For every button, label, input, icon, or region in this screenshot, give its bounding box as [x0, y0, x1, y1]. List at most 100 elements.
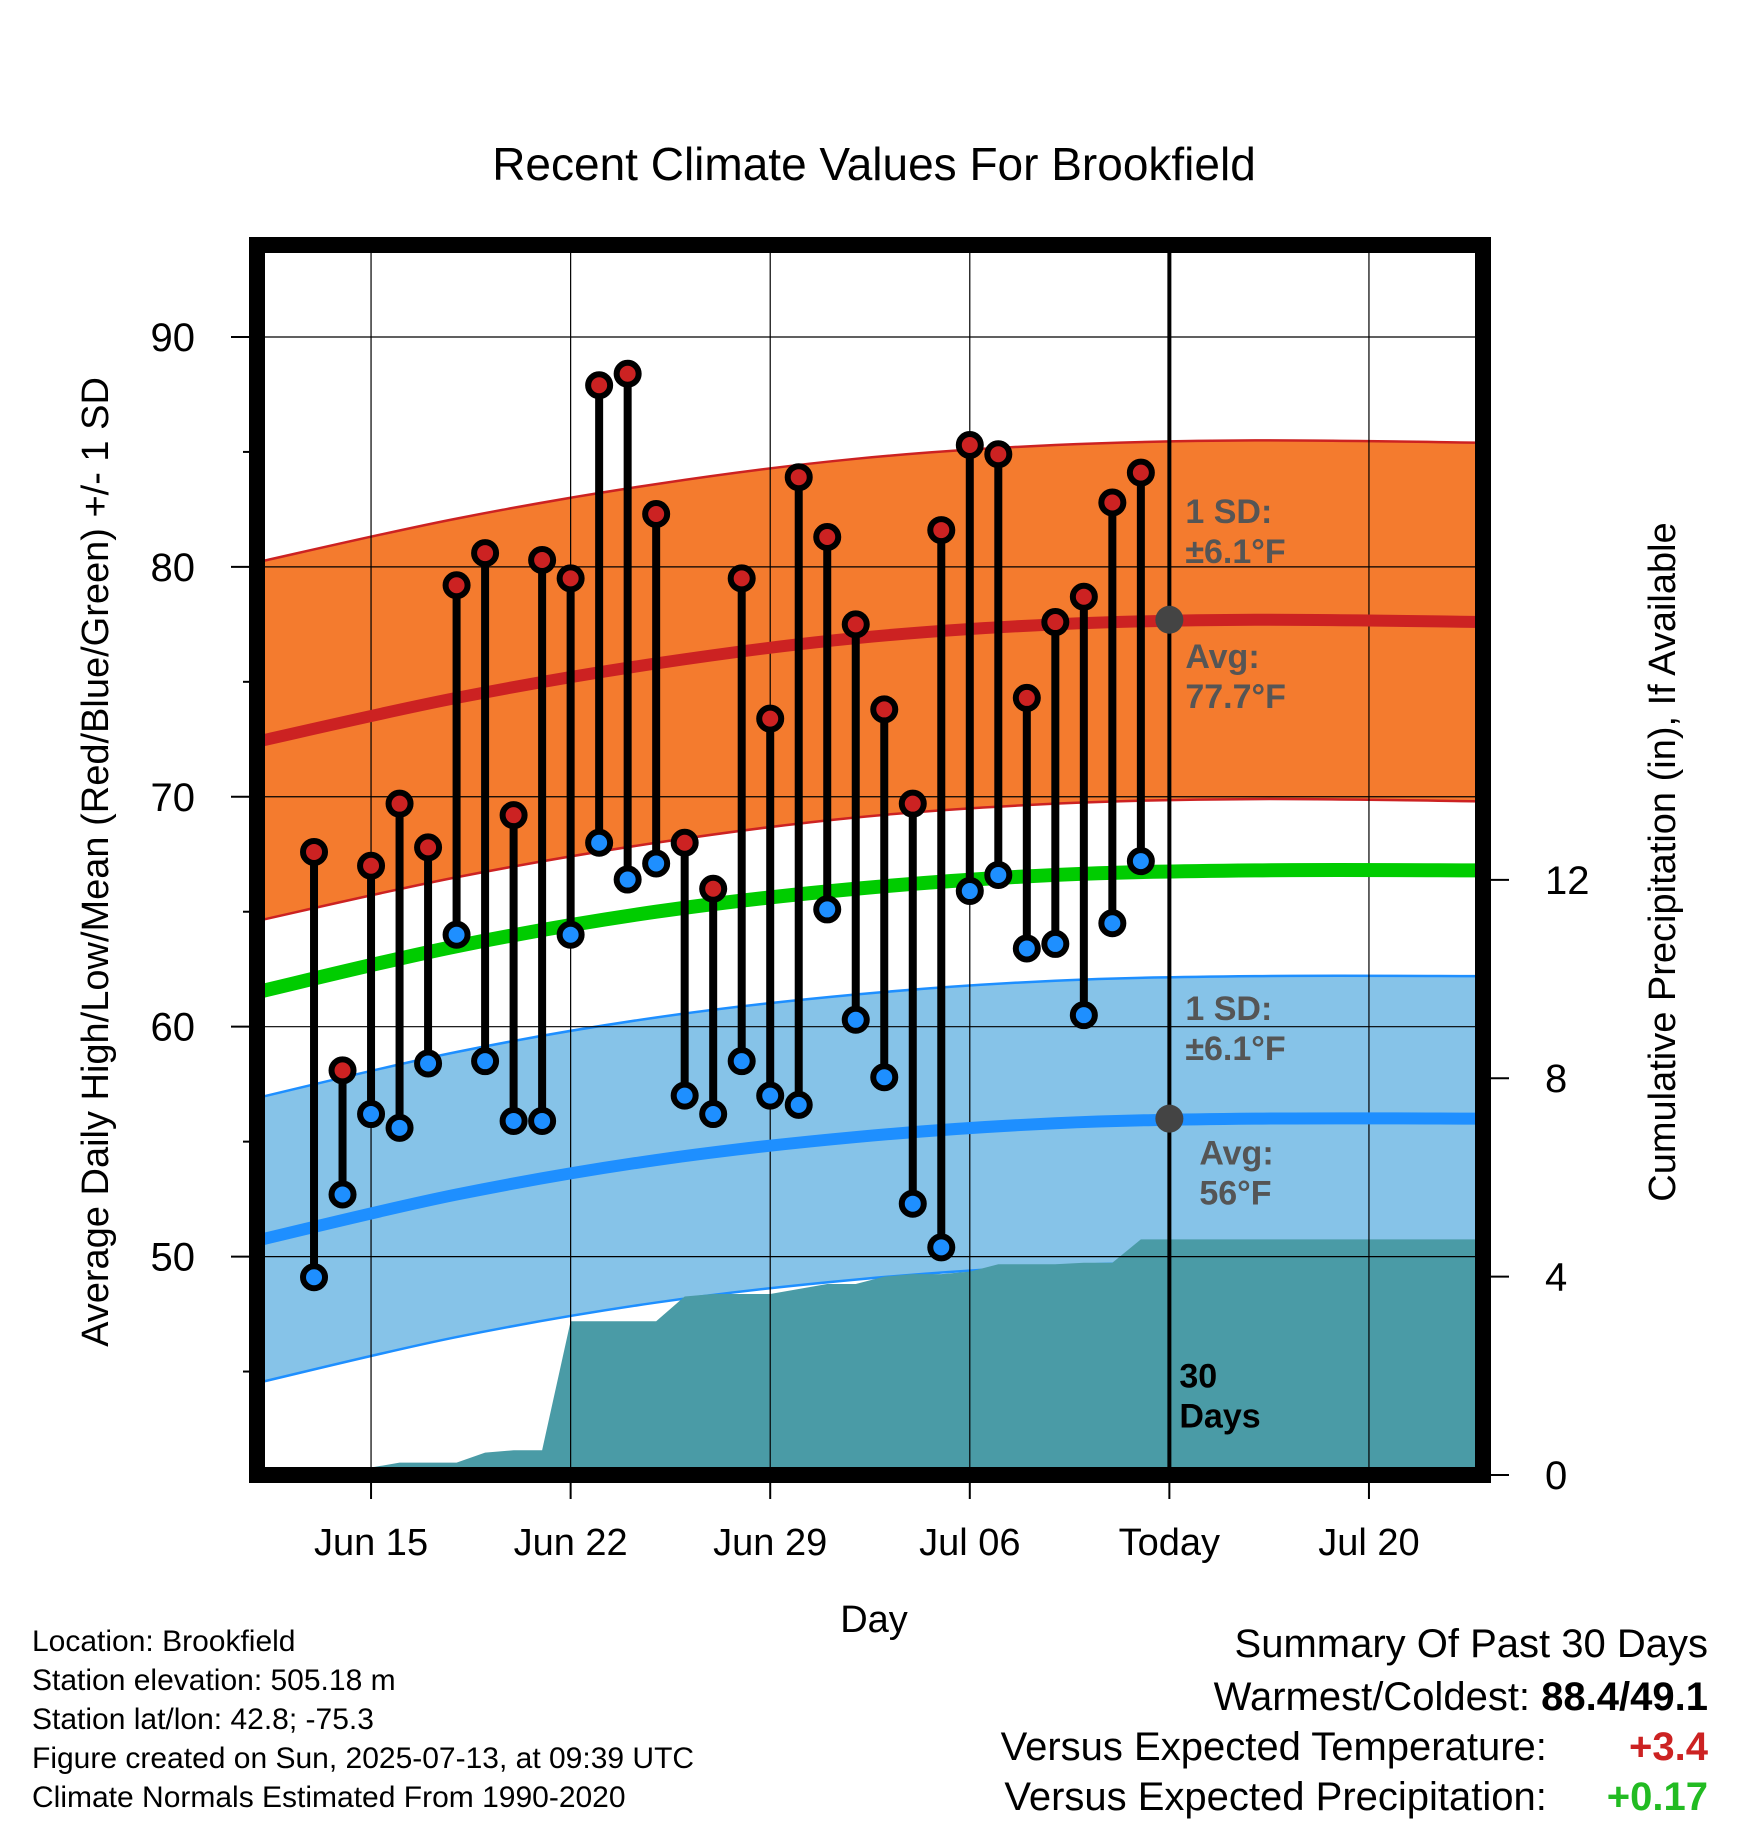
daily-high-marker	[414, 833, 443, 862]
y2-tick-label: 4	[1545, 1256, 1567, 1300]
daily-high-marker	[898, 789, 927, 818]
daily-high-marker	[670, 828, 699, 857]
y2-tick-label: 12	[1545, 859, 1590, 903]
daily-high-marker	[499, 801, 528, 830]
low-normal-line	[257, 1112, 1483, 1247]
daily-low-marker	[556, 920, 585, 949]
daily-low-marker	[898, 1189, 927, 1218]
plot-area: 1 SD: ±6.1°F Avg: 77.7°F 1 SD: ±6.1°F Avg: 56°F…	[151, 237, 1590, 1564]
warmest-coldest-value: 88.4/49.1	[1541, 1675, 1708, 1719]
period-annotation: 30 Days	[1179, 1358, 1260, 1436]
daily-high-marker	[1098, 488, 1127, 517]
location-text: Location: Brookfield	[32, 1625, 296, 1658]
daily-low-marker	[414, 1049, 443, 1078]
daily-low-marker	[1126, 847, 1155, 876]
daily-high-marker	[528, 545, 557, 574]
today-high-normal-marker	[1155, 605, 1184, 634]
daily-low-marker	[585, 828, 614, 857]
plot-frame	[249, 237, 1491, 1483]
daily-low-marker	[642, 849, 671, 878]
plot-interior: 1 SD: ±6.1°F Avg: 77.7°F 1 SD: ±6.1°F Avg: 56°F…	[257, 245, 1483, 1475]
daily-low-marker	[1069, 1001, 1098, 1030]
y-tick-label: 60	[151, 1006, 196, 1050]
daily-low-marker	[670, 1081, 699, 1110]
daily-high-marker	[784, 463, 813, 492]
daily-high-marker	[727, 564, 756, 593]
daily-low-marker	[927, 1233, 956, 1262]
daily-low-marker	[699, 1100, 728, 1129]
daily-high-marker	[756, 704, 785, 733]
daily-high-marker	[585, 371, 614, 400]
normals-period-text: Climate Normals Estimated From 1990-2020	[32, 1781, 626, 1814]
daily-high-marker	[699, 874, 728, 903]
precip-anomaly-label: Versus Expected Precipitation:	[1004, 1775, 1547, 1819]
x-tick-label: Today	[1119, 1522, 1220, 1564]
x-axis: Jun 15 Jun 22 Jun 29 Jul 06 Today Jul 20	[314, 1475, 1420, 1564]
daily-low-marker	[1012, 934, 1041, 963]
warmest-coldest-row: Warmest/Coldest: 88.4/49.1	[1001, 1672, 1708, 1722]
temp-anomaly-value: +3.4	[1629, 1725, 1708, 1769]
daily-high-marker	[955, 431, 984, 460]
latlon-text: Station lat/lon: 42.8; -75.3	[32, 1703, 374, 1736]
daily-high-marker	[642, 499, 671, 528]
daily-low-marker	[357, 1100, 386, 1129]
daily-low-marker	[471, 1047, 500, 1076]
daily-high-marker	[442, 571, 471, 600]
daily-high-marker	[471, 539, 500, 568]
daily-high-marker	[927, 516, 956, 545]
daily-low-marker	[955, 877, 984, 906]
daily-high-marker	[813, 522, 842, 551]
daily-high-marker	[613, 359, 642, 388]
x-tick-label: Jun 22	[514, 1522, 628, 1564]
daily-high-marker	[1069, 582, 1098, 611]
summary-panel: Summary Of Past 30 Days Warmest/Coldest:…	[1001, 1620, 1708, 1822]
daily-range-bars	[300, 359, 1155, 1292]
daily-high-marker	[870, 695, 899, 724]
high-avg-annotation: Avg: 77.7°F	[1185, 638, 1286, 716]
daily-low-marker	[784, 1090, 813, 1119]
x-tick-label: Jul 20	[1318, 1522, 1419, 1564]
x-tick-label: Jun 15	[314, 1522, 428, 1564]
daily-low-marker	[841, 1005, 870, 1034]
daily-low-marker	[1041, 929, 1070, 958]
temp-anomaly-row: Versus Expected Temperature: +3.4	[1001, 1722, 1708, 1772]
precip-anomaly-row: Versus Expected Precipitation: +0.17	[1001, 1772, 1708, 1822]
y-axis-title: Average Daily High/Low/Mean (Red/Blue/Gr…	[75, 377, 117, 1347]
daily-high-marker	[841, 610, 870, 639]
x-tick-label: Jun 29	[713, 1522, 827, 1564]
daily-low-marker	[870, 1063, 899, 1092]
temp-anomaly-label: Versus Expected Temperature:	[1000, 1725, 1547, 1769]
daily-high-marker	[556, 564, 585, 593]
daily-low-marker	[528, 1106, 557, 1135]
y2-tick-label: 0	[1545, 1454, 1567, 1498]
daily-low-marker	[300, 1263, 329, 1292]
right-axis: 0 4 8 12	[1483, 859, 1590, 1498]
chart-title: Recent Climate Values For Brookfield	[492, 138, 1256, 190]
daily-low-marker	[328, 1180, 357, 1209]
daily-low-marker	[499, 1106, 528, 1135]
y2-tick-label: 8	[1545, 1057, 1567, 1101]
daily-low-marker	[613, 865, 642, 894]
precip-anomaly-value: +0.17	[1606, 1775, 1708, 1819]
y-tick-label: 90	[151, 316, 196, 360]
summary-title: Summary Of Past 30 Days	[1234, 1622, 1708, 1666]
x-tick-label: Jul 06	[919, 1522, 1020, 1564]
y-tick-label: 80	[151, 546, 196, 590]
mean-normal-line	[257, 863, 1483, 1000]
y2-axis-title: Cumulative Precipitation (in), If Availa…	[1642, 522, 1684, 1201]
y-tick-label: 70	[151, 776, 196, 820]
daily-high-marker	[1126, 458, 1155, 487]
warmest-coldest-label: Warmest/Coldest:	[1213, 1675, 1531, 1719]
daily-high-marker	[385, 789, 414, 818]
daily-high-marker	[984, 440, 1013, 469]
left-axis: 50 60 70 80 90	[151, 316, 257, 1373]
low-avg-annotation: Avg: 56°F	[1199, 1135, 1273, 1213]
daily-high-marker	[328, 1056, 357, 1085]
x-axis-title: Day	[840, 1599, 908, 1641]
daily-high-marker	[300, 837, 329, 866]
daily-low-marker	[727, 1047, 756, 1076]
daily-low-marker	[756, 1081, 785, 1110]
daily-low-marker	[1098, 909, 1127, 938]
precip-area	[257, 1239, 1483, 1475]
